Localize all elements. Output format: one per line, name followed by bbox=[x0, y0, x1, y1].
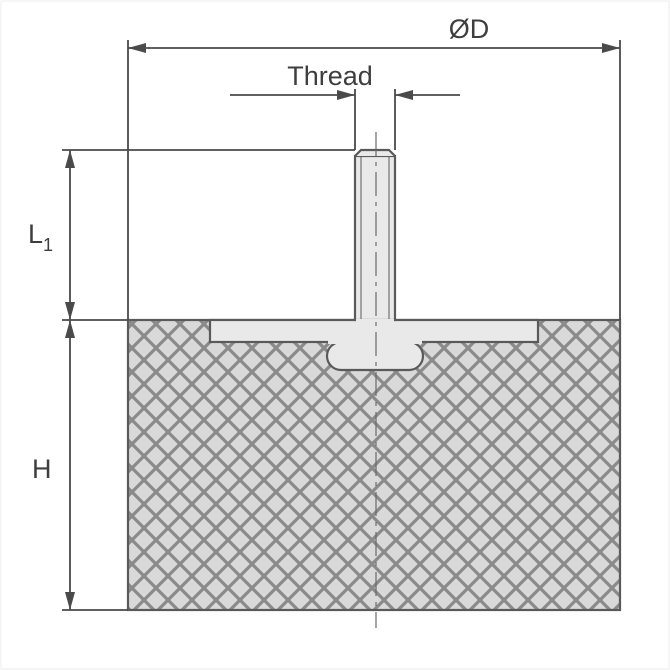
top-plate bbox=[210, 320, 538, 342]
technical-drawing: ØD Thread L1 H bbox=[0, 0, 670, 670]
label-h: H bbox=[32, 454, 52, 484]
label-thread: Thread bbox=[287, 61, 373, 91]
plate-drop bbox=[327, 342, 423, 370]
label-l1: L1 bbox=[28, 219, 53, 255]
label-diameter: ØD bbox=[449, 14, 490, 44]
